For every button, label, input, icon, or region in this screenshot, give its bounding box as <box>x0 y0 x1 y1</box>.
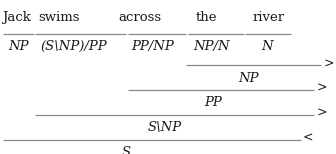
Text: NP/N: NP/N <box>193 40 230 53</box>
Text: Jack: Jack <box>2 11 31 24</box>
Text: NP: NP <box>8 40 29 53</box>
Text: swims: swims <box>38 11 80 24</box>
Text: (S\NP)/PP: (S\NP)/PP <box>41 40 107 53</box>
Text: PP: PP <box>205 96 222 109</box>
Text: >: > <box>323 57 334 70</box>
Text: PP/NP: PP/NP <box>131 40 174 53</box>
Text: >: > <box>317 82 327 95</box>
Text: across: across <box>118 11 161 24</box>
Text: S: S <box>121 146 131 154</box>
Text: N: N <box>261 40 273 53</box>
Text: S\NP: S\NP <box>148 121 182 134</box>
Text: the: the <box>196 11 217 24</box>
Text: river: river <box>253 11 285 24</box>
Text: NP: NP <box>238 72 259 85</box>
Text: >: > <box>317 107 327 120</box>
Text: <: < <box>303 132 313 145</box>
